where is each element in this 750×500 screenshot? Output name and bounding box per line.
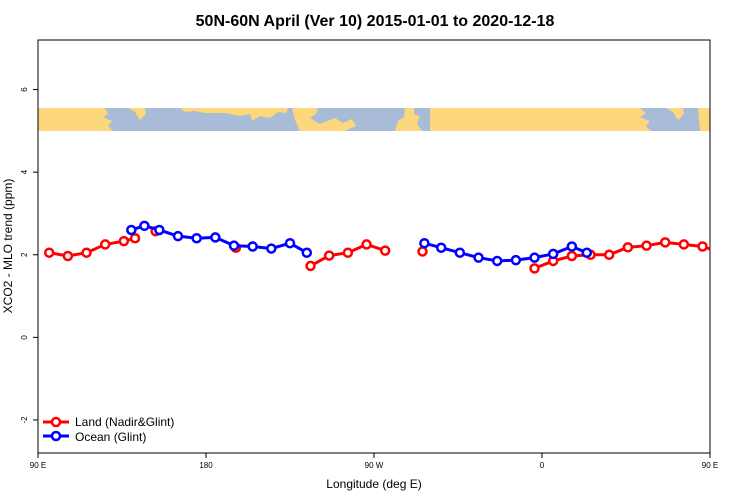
map-land-eurasia [430, 108, 651, 131]
series-layer [43, 220, 710, 274]
map-land-pacific-east [698, 108, 710, 131]
point-ocean-0-2 [154, 224, 165, 236]
legend-label-ocean: Ocean (Glint) [75, 430, 146, 444]
point-land-0-1 [62, 250, 74, 262]
map-land-kamchatka [128, 108, 146, 120]
point-land-3-0 [305, 260, 316, 272]
point-ocean-0-1 [139, 220, 150, 232]
map-land-atlantic-east [395, 108, 422, 131]
point-land-5-4 [603, 249, 615, 261]
series-line-ocean-1 [424, 241, 588, 263]
point-ocean-1-6 [529, 252, 540, 263]
x-tick-label-2: 90 W [365, 461, 384, 470]
point-land-3-1 [323, 250, 335, 261]
legend-label-land: Land (Nadir&Glint) [75, 415, 174, 429]
legend: Land (Nadir&Glint) Ocean (Glint) [43, 415, 174, 444]
point-ocean-0-3 [172, 230, 184, 242]
point-land-5-2 [566, 250, 578, 262]
point-land-4-0 [417, 246, 428, 257]
point-ocean-0-0 [126, 224, 137, 236]
map-land-asia-west [38, 108, 113, 131]
x-tick-label-0: 90 E [30, 461, 46, 470]
y-tick-label-1: 0 [20, 335, 29, 340]
world-map-strip [38, 108, 710, 131]
legend-marker-land [50, 416, 62, 428]
y-tick-label-4: 6 [20, 87, 29, 92]
x-tick-label-3: 0 [540, 461, 545, 470]
x-tick-label-1: 180 [199, 461, 213, 470]
x-axis: 90 E 180 90 W 0 90 E [30, 453, 718, 470]
y-tick-label-2: 2 [20, 252, 29, 257]
point-land-0-0 [43, 247, 55, 258]
point-ocean-0-8 [266, 243, 277, 254]
x-axis-label: Longitude (deg E) [326, 477, 421, 491]
point-ocean-1-8 [566, 241, 578, 252]
point-land-5-6 [641, 240, 652, 251]
point-land-5-8 [678, 239, 690, 250]
point-ocean-1-5 [510, 254, 522, 266]
point-ocean-0-6 [228, 240, 240, 251]
map-land-alaska [180, 108, 288, 121]
point-ocean-1-7 [547, 248, 559, 260]
point-ocean-1-4 [491, 255, 503, 267]
point-ocean-1-9 [581, 247, 593, 258]
point-ocean-0-7 [247, 241, 258, 252]
point-ocean-1-1 [435, 242, 447, 253]
chart-title: 50N-60N April (Ver 10) 2015-01-01 to 202… [196, 13, 555, 30]
point-ocean-0-10 [301, 247, 313, 258]
point-land-3-4 [379, 245, 391, 256]
point-land-0-2 [81, 247, 92, 258]
point-land-0-5 [129, 232, 141, 244]
point-land-5-9 [697, 241, 708, 252]
point-ocean-0-5 [210, 232, 221, 243]
y-axis-label: XCO2 - MLO trend (ppm) [1, 179, 15, 314]
point-ocean-0-9 [284, 237, 296, 249]
y-axis: -2 0 2 4 6 [20, 87, 38, 424]
point-land-5-7 [659, 237, 671, 248]
point-ocean-0-4 [191, 232, 202, 244]
point-land-5-5 [622, 242, 634, 253]
point-land-5-0 [529, 263, 540, 274]
map-land-kamchatka-repeat [666, 108, 684, 120]
x-tick-label-4: 90 E [702, 461, 718, 470]
point-land-0-3 [99, 239, 111, 250]
y-tick-label-3: 4 [20, 169, 29, 174]
map-land-canada [292, 108, 356, 131]
legend-marker-ocean [50, 430, 62, 442]
point-land-3-3 [361, 239, 372, 250]
point-ocean-1-3 [473, 252, 484, 263]
point-ocean-1-0 [419, 237, 430, 249]
point-land-3-2 [342, 247, 354, 258]
y-tick-label-0: -2 [20, 416, 29, 424]
point-land-0-4 [118, 235, 130, 247]
point-ocean-1-2 [454, 247, 466, 258]
